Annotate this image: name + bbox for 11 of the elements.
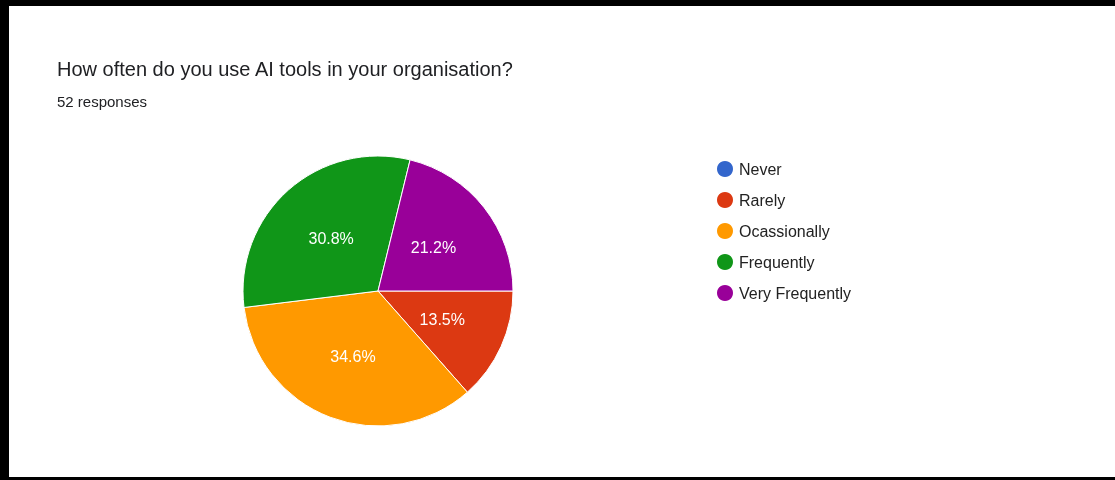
legend-label: Rarely: [739, 191, 786, 209]
text: 52 responses: [57, 93, 148, 110]
legend-label: Never: [739, 160, 783, 178]
data-label: 34.6%: [330, 348, 376, 366]
legend-label: Very Frequently: [739, 284, 852, 302]
chart-title: How often do you use AI tools in your organisation?: [57, 58, 513, 80]
data-label: 30.8%: [308, 229, 354, 247]
legend-label: Frequently: [739, 253, 815, 271]
data-label: 21.2%: [410, 238, 457, 256]
data-label: 13.5%: [419, 311, 465, 329]
legend-label: Ocassionally: [739, 222, 830, 240]
